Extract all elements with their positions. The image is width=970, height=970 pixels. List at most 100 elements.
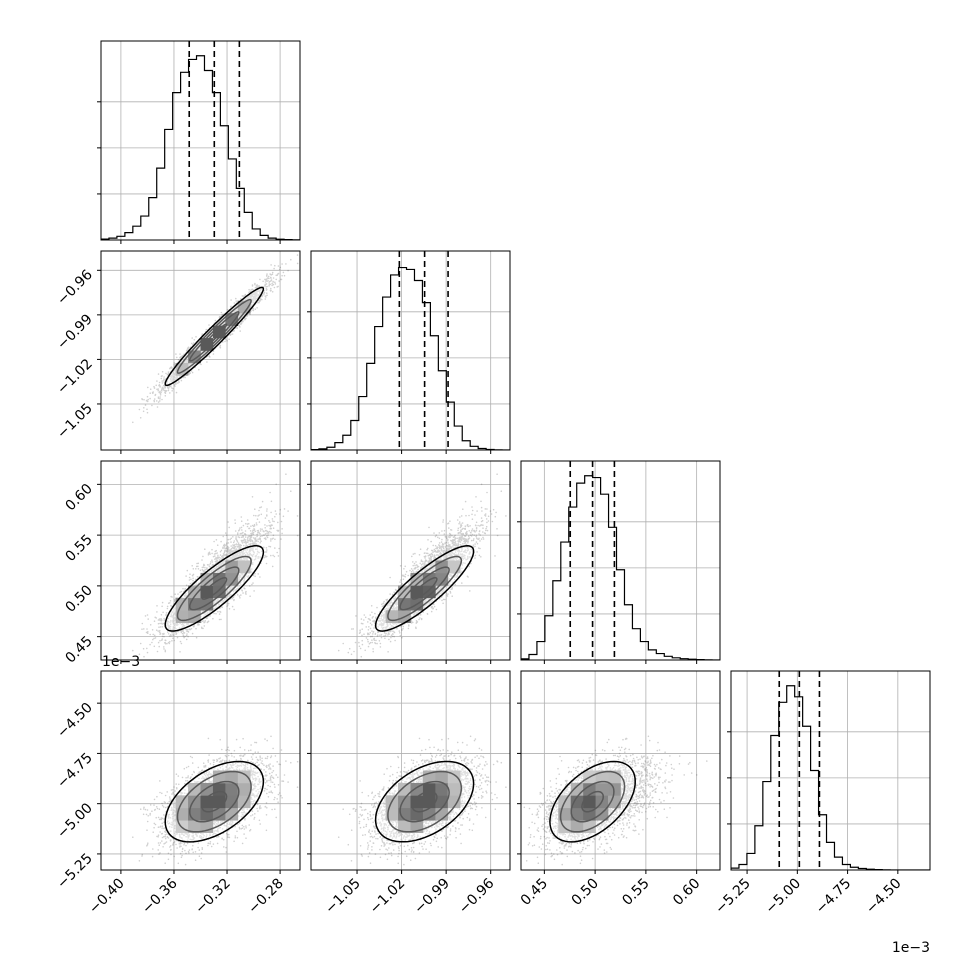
density-cell	[237, 770, 251, 784]
x-tick-label: 0.60	[670, 876, 703, 909]
density-cell	[570, 820, 584, 833]
contour-line	[164, 760, 265, 843]
contour-line	[176, 298, 252, 374]
y-tick-label: −0.96	[54, 267, 96, 309]
panel-frame	[310, 460, 511, 661]
contour-line	[201, 790, 228, 813]
density-cell	[188, 585, 201, 599]
x-tick-label: −4.50	[863, 876, 905, 918]
contour-line	[189, 566, 240, 611]
density-cell	[398, 820, 411, 833]
density-cell	[398, 782, 411, 796]
panel-0-0	[97, 40, 301, 244]
contour-line	[189, 780, 240, 823]
y-tick-label: −1.02	[54, 356, 96, 398]
density-cell	[225, 770, 239, 784]
density-cell	[225, 572, 239, 586]
contour-line	[387, 770, 463, 833]
x-tick-label: −0.99	[411, 876, 453, 918]
x-tick-label: −0.36	[139, 875, 181, 917]
x-tick-label: 0.55	[619, 876, 652, 909]
density-cell	[237, 782, 251, 796]
contour-line	[374, 545, 475, 632]
y-tick-label: 0.60	[62, 481, 95, 514]
density-cell	[225, 782, 239, 796]
contour-line	[201, 577, 228, 600]
panel-3-0	[97, 670, 301, 874]
x-tick-label: −1.05	[322, 876, 364, 918]
contour-line	[399, 566, 450, 611]
contour-line	[411, 790, 438, 813]
panel-frame	[100, 670, 301, 871]
panel-frame	[100, 40, 301, 241]
density-cell	[435, 572, 449, 586]
x-tick-label: 0.45	[518, 876, 551, 909]
x-tick-label: −0.28	[245, 876, 287, 918]
x-tick-label: 0.50	[569, 876, 602, 909]
x-tick-label: −0.32	[192, 876, 234, 918]
y-tick-label: −4.75	[54, 750, 96, 792]
contour-fill	[165, 287, 264, 386]
x-tick-label: −5.00	[763, 876, 805, 918]
histogram	[101, 55, 300, 240]
y-tick-label: −5.25	[54, 850, 96, 892]
panel-frame	[520, 670, 721, 871]
contour-line	[387, 555, 463, 622]
density-cell	[398, 597, 411, 611]
contour-line	[201, 323, 228, 350]
panel-3-3	[727, 670, 931, 874]
density-cell	[422, 807, 436, 821]
x-tick-label: −0.40	[86, 876, 128, 918]
panel-3-2	[517, 670, 721, 874]
density-cell	[212, 807, 226, 821]
panel-frame	[310, 250, 511, 451]
density-cell	[447, 782, 461, 796]
contour-line	[164, 545, 265, 632]
panel-frame	[310, 670, 511, 871]
contour-line	[411, 577, 438, 600]
contour-fill	[375, 545, 474, 632]
density-cell	[570, 795, 584, 809]
histogram	[521, 475, 720, 660]
x-tick-label: −5.25	[712, 876, 754, 918]
density-cell	[200, 572, 214, 586]
density-cell	[435, 782, 449, 796]
density-cell	[595, 782, 609, 796]
y-tick-label: 0.45	[62, 633, 95, 666]
contour-line	[189, 311, 240, 362]
panel-frame	[520, 460, 721, 661]
y-offset-label: 1e−3	[102, 654, 140, 670]
density-cell	[188, 820, 201, 833]
x-tick-label: −0.96	[456, 875, 498, 917]
contour-line	[570, 780, 615, 823]
x-tick-label: −1.02	[367, 876, 409, 918]
panel-1-1	[307, 250, 511, 454]
panel-2-2	[517, 460, 721, 664]
contour-line	[176, 770, 252, 833]
panel-3-1	[307, 670, 511, 874]
contour-fill	[165, 545, 264, 631]
y-tick-label: 0.50	[62, 582, 95, 615]
contour-line	[581, 790, 604, 813]
density-cell	[570, 807, 584, 821]
contour-fill	[165, 761, 264, 842]
density-cell	[447, 795, 461, 809]
density-cell	[225, 795, 239, 809]
density-cell	[410, 795, 424, 809]
y-tick-label: −4.50	[54, 700, 96, 742]
panel-2-1	[307, 460, 511, 664]
contour-line	[399, 780, 450, 823]
panel-2-0	[97, 460, 301, 664]
contour-line	[176, 555, 252, 622]
density-cell	[435, 770, 449, 784]
density-cell	[225, 560, 239, 574]
x-tick-label: −4.75	[813, 876, 855, 918]
contour-line	[559, 770, 626, 833]
y-tick-label: 0.55	[62, 532, 95, 565]
density-cell	[212, 770, 226, 784]
contour-line	[374, 760, 475, 843]
contour-line	[164, 286, 265, 387]
density-cell	[200, 795, 214, 809]
panel-1-0	[97, 250, 301, 454]
